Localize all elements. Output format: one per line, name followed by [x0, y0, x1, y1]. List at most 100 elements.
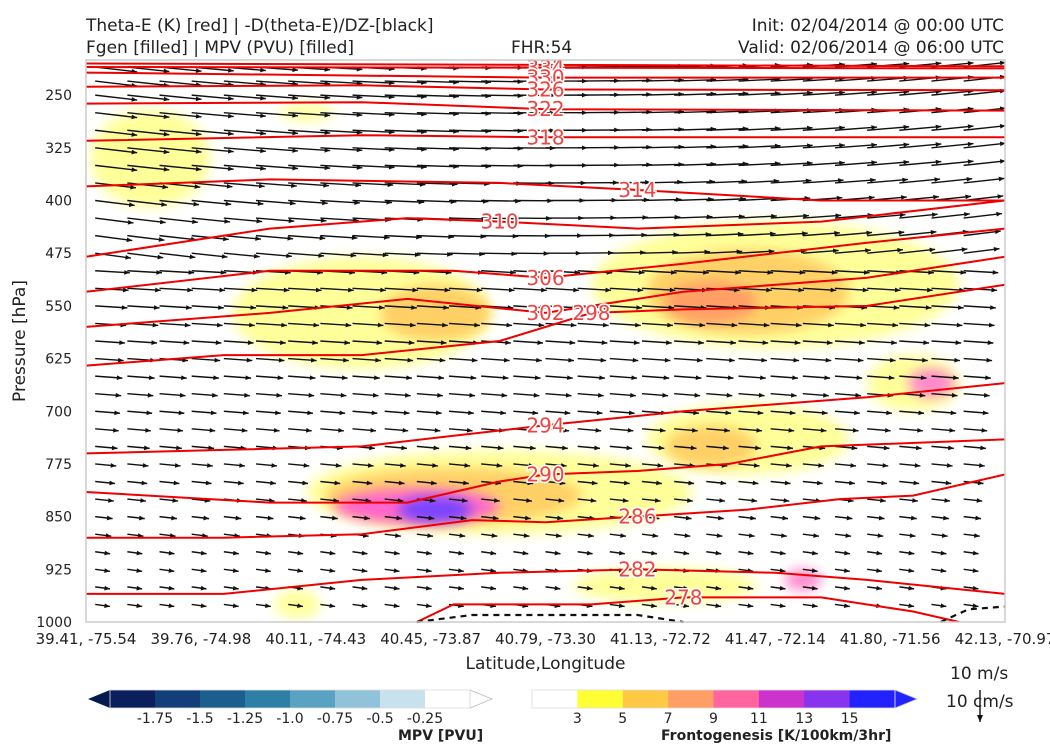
wind-arrowhead-891	[811, 603, 818, 609]
wind-vector-223	[963, 177, 1005, 184]
wind-arrowhead-630	[529, 445, 536, 451]
wind-arrowhead-635	[690, 445, 697, 451]
wind-vector-338	[159, 270, 195, 274]
wind-vector-286	[288, 234, 326, 240]
wind-vector-381	[641, 287, 676, 292]
wind-arrowhead-657	[496, 463, 503, 468]
theta-e-line-334	[86, 66, 1005, 70]
wind-arrowhead-885	[618, 603, 625, 609]
wind-arrowhead-376	[476, 287, 483, 293]
wind-arrowhead-835	[811, 568, 818, 573]
wind-arrowhead-227	[193, 201, 200, 207]
wind-arrowhead-429	[377, 322, 384, 328]
wind-arrowhead-691	[688, 480, 695, 486]
wind-arrowhead-634	[658, 445, 665, 451]
wind-arrowhead-254	[159, 219, 166, 225]
wind-arrowhead-196	[999, 159, 1005, 164]
wind-arrowhead-274	[803, 213, 809, 219]
wind-arrowhead-625	[369, 445, 375, 451]
wind-vector-244	[738, 197, 779, 202]
wind-arrowhead-773	[620, 533, 626, 538]
wind-arrowhead-834	[779, 568, 786, 573]
wind-arrowhead-851	[425, 585, 432, 591]
wind-arrowhead-592	[209, 428, 216, 433]
wind-arrowhead-579	[693, 410, 699, 416]
wind-arrowhead-492	[600, 357, 607, 363]
wind-arrowhead-313	[253, 253, 260, 259]
wind-vector-29	[127, 80, 170, 87]
wind-arrowhead-418	[925, 305, 932, 310]
wind-arrowhead-575	[564, 410, 571, 416]
mpv-colorbar-swatch-0	[110, 690, 156, 708]
wind-arrowhead-543	[437, 392, 443, 398]
wind-vector-35	[320, 80, 363, 85]
theta-e-line-278	[416, 596, 960, 622]
wind-arrowhead-674	[141, 480, 148, 486]
fgen-colorbar-swatch-6	[804, 690, 851, 708]
wind-arrowhead-202	[291, 183, 297, 188]
mpv-colorbar-tick-4: -0.75	[317, 711, 353, 727]
fgen-region-17	[274, 590, 321, 619]
wind-arrowhead-580	[725, 410, 732, 416]
theta-e-line-338	[86, 62, 1005, 68]
wind-vector-218	[802, 179, 844, 184]
wind-vector-258	[288, 217, 327, 222]
wind-arrowhead-782	[909, 533, 916, 538]
fgen-colorbar-swatch-0	[532, 690, 578, 708]
wind-arrowhead-494	[664, 357, 671, 363]
wind-vector-93	[384, 111, 427, 116]
dz-dashed-contour	[416, 613, 684, 624]
plot-frame	[85, 59, 1006, 623]
wind-arrowhead-631	[562, 445, 568, 451]
wind-arrowhead-686	[527, 480, 534, 486]
wind-arrowhead-173	[260, 166, 266, 171]
wind-arrowhead-692	[720, 480, 727, 486]
fgen-colorbar-label: Frontogenesis [K/100km/3hr]	[661, 728, 892, 744]
wind-arrowhead-535	[179, 392, 186, 398]
wind-arrowhead-144	[227, 148, 234, 154]
wind-arrowhead-280	[996, 211, 1002, 217]
wind-arrowhead-483	[310, 357, 317, 363]
theta-e-label-302: 302	[526, 301, 564, 325]
wind-arrowhead-584	[854, 410, 860, 416]
wind-vector-146	[288, 147, 331, 152]
wind-arrowhead-615	[949, 428, 956, 433]
wind-vector-281	[127, 234, 165, 241]
wind-arrowhead-476	[987, 340, 994, 345]
wind-arrowhead-721	[751, 498, 758, 503]
wind-arrowhead-838	[908, 568, 915, 573]
wind-arrowhead-647	[174, 463, 181, 468]
wind-arrowhead-568	[339, 410, 346, 416]
wind-arrowhead-689	[623, 480, 630, 486]
wind-arrowhead-714	[526, 498, 532, 503]
wind-arrowhead-334	[929, 247, 936, 253]
wind-arrowhead-350	[542, 270, 548, 275]
wind-arrowhead-523	[695, 375, 702, 381]
wind-arrowhead-650	[271, 463, 278, 468]
wind-vector-213	[641, 181, 683, 184]
wind-arrowhead-667	[818, 463, 824, 468]
wind-arrowhead-703	[172, 498, 179, 503]
wind-arrowhead-328	[736, 249, 743, 255]
wind-vector-374	[416, 287, 451, 292]
wind-arrowhead-518	[534, 375, 541, 381]
wind-vector-289	[384, 234, 422, 239]
wind-vector-312	[223, 252, 260, 258]
wind-arrowhead-660	[593, 463, 599, 468]
wind-vector-268	[609, 216, 649, 219]
wind-arrowhead-522	[663, 375, 670, 381]
wind-arrowhead-195	[967, 159, 974, 165]
wind-vector-318	[416, 252, 453, 256]
wind-arrowhead-86	[163, 114, 170, 119]
fgen-colorbar-frame	[531, 689, 896, 709]
wind-vector-326	[674, 251, 711, 254]
wind-vector-224	[95, 199, 135, 207]
wind-vector-215	[706, 180, 748, 184]
wind-arrowhead-410	[668, 305, 675, 310]
wind-arrowhead-673	[109, 480, 116, 486]
wind-arrowhead-629	[497, 445, 504, 451]
wind-vector-177	[384, 164, 427, 168]
wind-arrowhead-871	[168, 603, 175, 609]
x-tick-label-4: 40.79, -73.30	[495, 630, 596, 648]
wind-vector-366	[159, 287, 193, 292]
